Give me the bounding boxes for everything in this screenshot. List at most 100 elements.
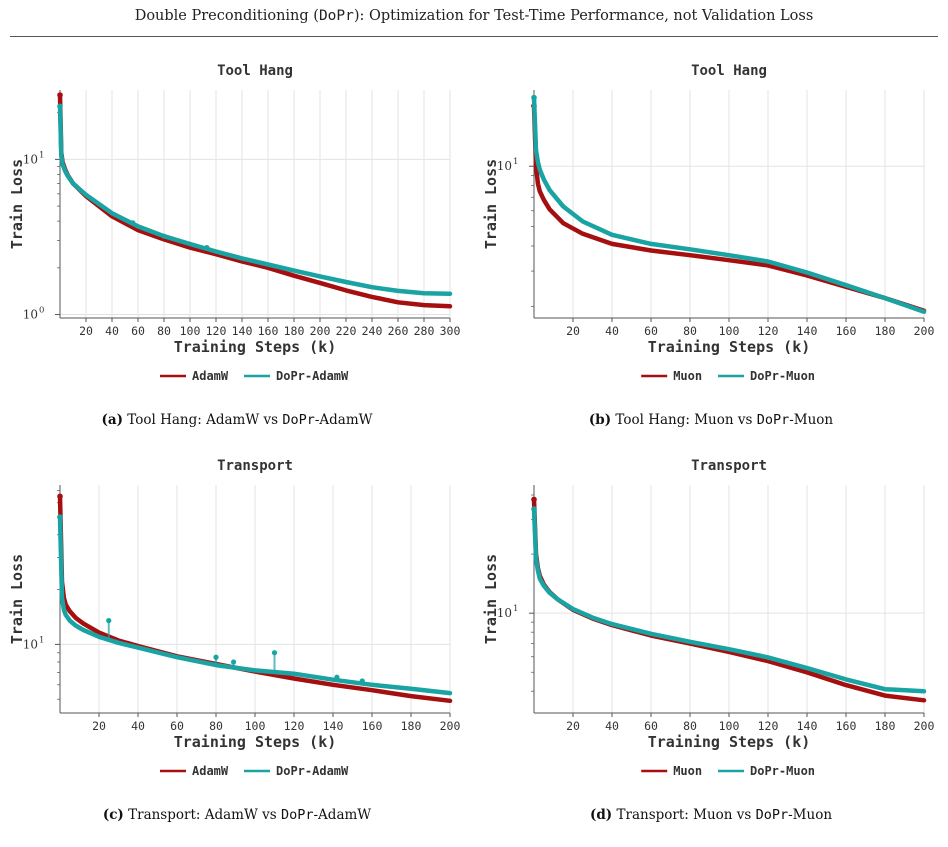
x-axis-label: Training Steps (k) <box>648 733 811 751</box>
y-tick-label: 10 <box>497 606 512 620</box>
caption-method: DoPr <box>756 412 790 428</box>
caption-a: (a) Tool Hang: AdamW vs DoPr-AdamW <box>0 412 474 428</box>
series-spike-point <box>359 678 365 684</box>
caption-tag: (d) <box>589 807 613 823</box>
chart-title: Transport <box>691 458 767 474</box>
x-tick-label: 200 <box>310 324 331 338</box>
caption-suffix: -Muon <box>788 807 833 823</box>
series-start-point <box>57 92 63 98</box>
series-line-dopr <box>531 95 927 315</box>
x-tick-label: 120 <box>284 719 305 733</box>
y-tick-label: 10 <box>23 637 38 651</box>
y-tick-exponent: 1 <box>513 604 518 614</box>
series-spike-point <box>130 220 136 226</box>
header-method-name: DoPr <box>318 8 354 24</box>
series-start-point <box>531 496 537 503</box>
caption-d: (d) Transport: Muon vs DoPr-Muon <box>474 807 948 823</box>
x-tick-label: 140 <box>797 324 818 338</box>
x-tick-label: 120 <box>206 324 227 338</box>
panel-d: Transport 20 40 60 80 100 120 140 160 180 200 10 1 Tr… <box>474 445 948 835</box>
caption-method: DoPr <box>282 412 315 428</box>
panel-c: Transport 20 40 60 80 100 120 140 160 180 200 10 1 Tr… <box>0 445 474 835</box>
x-tick-label: 60 <box>644 324 658 338</box>
x-tick-label: 120 <box>758 324 779 338</box>
legend-label: AdamW <box>192 764 229 778</box>
y-tick-label: 10 <box>23 308 38 322</box>
caption-tag: (a) <box>101 412 123 428</box>
series-line-baseline <box>57 92 453 309</box>
x-tick-label: 160 <box>836 324 857 338</box>
series-line-dopr <box>57 104 453 297</box>
caption-suffix: -AdamW <box>313 807 372 823</box>
y-tick-exponent: 0 <box>39 306 44 316</box>
y-tick-exponent: 1 <box>39 150 44 160</box>
caption-text: Transport: AdamW vs <box>128 807 281 823</box>
x-tick-label: 140 <box>323 719 344 733</box>
series-spike-point <box>334 674 340 680</box>
x-tick-label: 60 <box>170 719 184 733</box>
y-tick-label: 10 <box>23 152 38 166</box>
panel-b: Tool Hang 20 40 60 80 100 120 140 160 180 200 10 1 Tr… <box>474 50 948 440</box>
x-tick-label: 160 <box>258 324 279 338</box>
x-tick-label: 120 <box>758 719 779 733</box>
header-text-pre: Double Preconditioning ( <box>134 8 319 24</box>
x-tick-label: 20 <box>79 324 93 338</box>
caption-method: DoPr <box>280 807 314 823</box>
y-tick-label: 10 <box>497 159 512 173</box>
caption-b: (b) Tool Hang: Muon vs DoPr-Muon <box>474 412 948 428</box>
series-spike-point <box>106 618 112 624</box>
series-start-point <box>531 506 537 512</box>
series-start-point <box>531 94 537 101</box>
legend-label: DoPr-AdamW <box>276 369 349 383</box>
x-tick-label: 60 <box>131 324 145 338</box>
y-axis-label: Train Loss <box>8 554 26 644</box>
legend-label: DoPr-Muon <box>750 369 815 383</box>
x-tick-label: 200 <box>914 324 935 338</box>
series-spike-point <box>271 650 278 656</box>
series-spike-point <box>213 654 219 660</box>
series-spike-point <box>204 245 210 251</box>
caption-tag: (c) <box>102 807 124 823</box>
x-tick-label: 140 <box>797 719 818 733</box>
series-start-point <box>57 493 63 500</box>
x-tick-label: 40 <box>605 719 619 733</box>
x-tick-label: 100 <box>719 719 740 733</box>
chart-title: Tool Hang <box>217 63 293 79</box>
x-axis-label: Training Steps (k) <box>174 338 337 356</box>
x-tick-label: 180 <box>875 324 896 338</box>
x-tick-label: 140 <box>232 324 253 338</box>
x-tick-label: 20 <box>566 324 580 338</box>
series-start-point <box>57 103 63 110</box>
y-axis-label: Train Loss <box>482 159 500 249</box>
panel-a: Tool Hang 20 40 60 80 100 120 140 160 180 200 220 24… <box>0 50 474 440</box>
chart-d: Transport 20 40 60 80 100 120 140 160 180 200 10 1 Tr… <box>482 458 935 778</box>
x-tick-label: 40 <box>605 324 619 338</box>
y-axis-label: Train Loss <box>482 554 500 644</box>
x-tick-label: 200 <box>440 719 461 733</box>
caption-suffix: -Muon <box>789 412 834 428</box>
page-header: Double Preconditioning (DoPr): Optimizat… <box>0 8 948 24</box>
x-tick-label: 300 <box>440 324 461 338</box>
y-tick-exponent: 1 <box>39 635 44 645</box>
x-tick-label: 180 <box>401 719 422 733</box>
x-tick-label: 20 <box>566 719 580 733</box>
x-tick-label: 200 <box>914 719 935 733</box>
legend-label: DoPr-Muon <box>750 764 815 778</box>
legend-label: AdamW <box>192 369 229 383</box>
x-tick-label: 80 <box>683 324 697 338</box>
caption-tag: (b) <box>588 412 612 428</box>
series-start-point <box>57 514 63 520</box>
x-tick-label: 220 <box>336 324 357 338</box>
x-axis-label: Training Steps (k) <box>174 733 337 751</box>
x-tick-label: 160 <box>362 719 383 733</box>
caption-text: Transport: Muon vs <box>616 807 756 823</box>
chart-title: Tool Hang <box>691 63 767 79</box>
x-tick-label: 180 <box>875 719 896 733</box>
x-tick-label: 20 <box>92 719 106 733</box>
caption-text: Tool Hang: Muon vs <box>615 412 757 428</box>
x-tick-label: 280 <box>414 324 435 338</box>
x-tick-label: 240 <box>362 324 383 338</box>
series-spike-point <box>161 233 167 239</box>
y-tick-exponent: 1 <box>513 157 518 167</box>
